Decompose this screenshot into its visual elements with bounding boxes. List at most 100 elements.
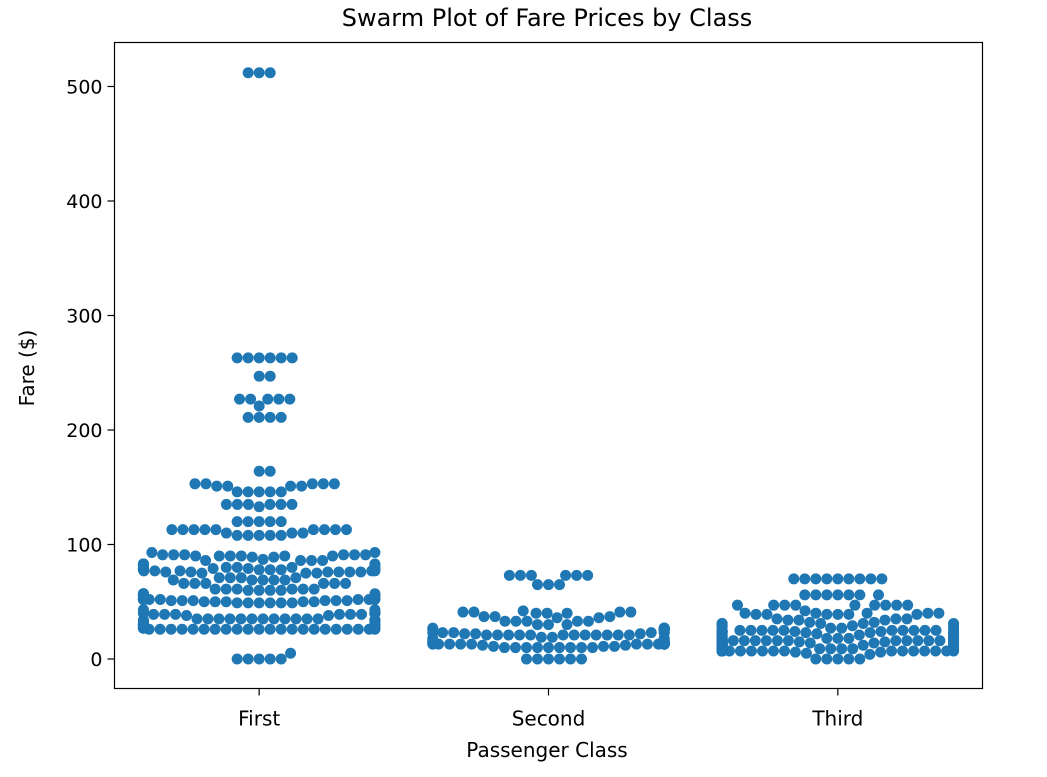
swarm-point [198,623,210,635]
swarm-point [488,640,500,652]
swarm-point [727,635,739,647]
swarm-point [760,635,772,647]
swarm-point [571,615,583,627]
swarm-point [235,613,247,625]
swarm-point [319,595,331,607]
swarm-point [264,352,276,364]
swarm-point [854,573,866,585]
swarm-point [531,653,543,665]
swarm-point [231,516,243,528]
swarm-point [560,569,572,581]
swarm-point [908,624,920,636]
y-tick-label: 0 [90,649,102,671]
swarm-point [568,629,580,641]
swarm-point [253,352,265,364]
swarm-point [912,635,924,647]
swarm-point [275,564,287,576]
swarm-point [546,631,558,643]
swarm-point [137,604,149,616]
swarm-point [843,653,855,665]
swarm-point [234,393,246,405]
swarm-point [242,653,254,665]
swarm-point [157,549,169,561]
swarm-point [297,596,309,608]
swarm-point [231,498,243,510]
swarm-point [609,640,620,652]
swarm-point [857,618,869,629]
swarm-point [804,637,816,649]
y-tick-label: 500 [66,77,102,99]
swarm-point [286,623,298,635]
swarm-point [478,611,490,623]
swarm-point [535,631,547,643]
swarm-point [242,529,254,541]
swarm-point [231,561,243,573]
swarm-point [275,653,287,665]
swarm-point [176,623,188,635]
swarm-point [170,608,182,620]
swarm-point [843,632,855,644]
swarm-point [799,573,811,585]
swarm-point [793,614,805,626]
swarm-point [517,605,529,617]
swarm-point [323,609,335,621]
swarm-point [275,352,287,364]
swarm-point [262,393,274,405]
swarm-point [593,612,605,624]
swarm-point [328,478,340,490]
swarm-point [832,653,844,665]
swarm-point [521,615,533,627]
swarm-point [242,411,254,423]
swarm-point [810,607,822,619]
swarm-point [188,524,200,536]
swarm-point [360,549,372,561]
swarm-point [886,624,898,636]
y-tick-label: 100 [66,535,102,557]
swarm-point [222,480,234,492]
swarm-point [196,567,208,579]
swarm-point [264,411,276,423]
swarm-point [750,608,762,620]
swarm-point [355,566,367,578]
swarm-point [745,645,757,657]
x-axis-label: Passenger Class [466,738,627,762]
swarm-point [200,577,212,589]
swarm-point [571,569,583,581]
swarm-point [849,599,861,611]
swarm-point [284,393,296,405]
swarm-point [854,653,866,665]
swarm-point [810,653,822,665]
swarm-point [804,616,816,628]
swarm-point [231,653,243,665]
swarm-point [530,607,542,619]
swarm-point [369,604,381,616]
swarm-point [890,613,902,625]
swarm-point [891,599,903,611]
swarm-point [821,653,833,665]
swarm-point [923,635,935,647]
swarm-point [749,635,761,647]
swarm-point [908,645,920,657]
swarm-point [290,613,302,625]
swarm-point [297,527,309,539]
swarm-point [853,629,865,641]
swarm-point [645,627,657,639]
swarm-point [253,564,265,576]
swarm-point [253,411,265,423]
swarm-point [503,569,515,581]
swarm-point [531,619,543,631]
swarm-point [179,549,191,561]
swarm-point [768,645,779,657]
swarm-point [246,613,258,625]
swarm-point [330,623,342,635]
swarm-point [322,566,334,578]
swarm-point [176,595,188,607]
swarm-point [268,551,280,563]
swarm-point [213,572,225,584]
swarm-point [327,550,339,562]
swarm-point [897,624,909,636]
swarm-point [948,618,960,629]
swarm-point [257,613,269,625]
swarm-point [307,524,319,536]
swarm-point [879,636,891,648]
